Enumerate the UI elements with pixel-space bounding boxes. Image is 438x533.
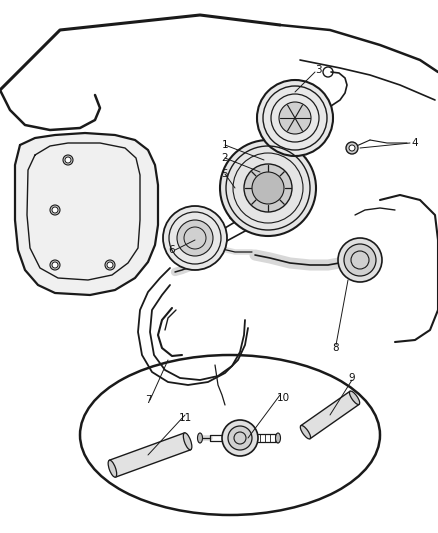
- Circle shape: [65, 157, 71, 163]
- Circle shape: [220, 140, 316, 236]
- Circle shape: [107, 262, 113, 268]
- Text: 7: 7: [145, 395, 151, 405]
- Circle shape: [228, 426, 252, 450]
- Circle shape: [177, 220, 213, 256]
- Ellipse shape: [300, 425, 311, 439]
- Text: 8: 8: [333, 343, 339, 353]
- Circle shape: [50, 260, 60, 270]
- Circle shape: [163, 206, 227, 270]
- Circle shape: [346, 142, 358, 154]
- Polygon shape: [110, 433, 191, 477]
- Ellipse shape: [80, 355, 380, 515]
- Ellipse shape: [198, 433, 202, 443]
- Text: 10: 10: [276, 393, 290, 403]
- Circle shape: [349, 145, 355, 151]
- Circle shape: [222, 420, 258, 456]
- Circle shape: [50, 205, 60, 215]
- Circle shape: [257, 80, 333, 156]
- Circle shape: [52, 262, 58, 268]
- Text: 9: 9: [349, 373, 355, 383]
- Polygon shape: [301, 391, 359, 439]
- Polygon shape: [15, 133, 158, 295]
- Text: 11: 11: [178, 413, 192, 423]
- Text: 3: 3: [314, 65, 321, 75]
- Ellipse shape: [350, 391, 360, 405]
- Text: 6: 6: [169, 245, 175, 255]
- Text: 5: 5: [222, 169, 228, 179]
- Circle shape: [338, 238, 382, 282]
- Ellipse shape: [108, 460, 117, 477]
- Circle shape: [52, 207, 58, 213]
- Text: 2: 2: [222, 153, 228, 163]
- Circle shape: [244, 164, 292, 212]
- Circle shape: [252, 172, 284, 204]
- Circle shape: [279, 102, 311, 134]
- Circle shape: [63, 155, 73, 165]
- Circle shape: [105, 260, 115, 270]
- Ellipse shape: [184, 433, 192, 450]
- Text: 4: 4: [412, 138, 418, 148]
- Circle shape: [344, 244, 376, 276]
- Ellipse shape: [276, 433, 280, 443]
- Text: 1: 1: [222, 140, 228, 150]
